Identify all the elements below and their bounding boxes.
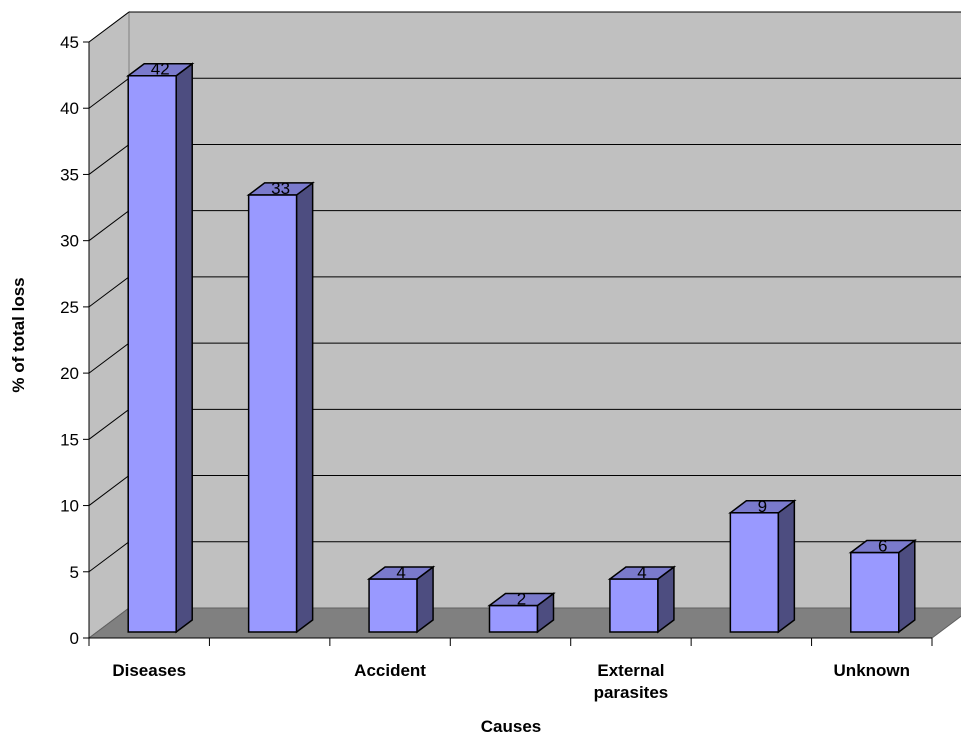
gridline-side: [88, 342, 130, 374]
data-label: 6: [878, 537, 887, 556]
data-label: 9: [758, 497, 767, 516]
side-wall: [88, 11, 130, 639]
data-label: 4: [396, 563, 405, 582]
gridline-side: [88, 276, 130, 308]
bar-front: [609, 578, 659, 633]
bar-top: [848, 539, 918, 554]
y-tick-label: 10: [60, 497, 79, 516]
bar-front: [127, 74, 177, 633]
gridline-side: [88, 144, 130, 175]
axes: [83, 41, 933, 646]
bar-front: [247, 194, 298, 633]
bar-front: [488, 604, 539, 633]
bar-side: [175, 62, 193, 634]
category-label: Diseases: [112, 661, 186, 680]
bar-top: [366, 566, 436, 580]
bar-front: [850, 551, 900, 633]
bar-top: [607, 566, 677, 580]
bar-top: [728, 500, 797, 514]
bar-top: [125, 62, 195, 77]
bar: [487, 592, 556, 634]
bar: [848, 539, 918, 634]
y-tick-label: 45: [60, 33, 79, 52]
gridline-side: [88, 11, 130, 43]
bar-top: [487, 592, 556, 607]
category-label: parasites: [594, 683, 669, 702]
category-label: External: [597, 661, 664, 680]
bar-top: [246, 182, 315, 196]
gridline-side: [88, 77, 130, 109]
bar-side: [898, 539, 916, 634]
category-label: Unknown: [834, 661, 911, 680]
y-tick-label: 35: [60, 165, 79, 184]
y-tick-label: 40: [60, 99, 79, 118]
data-label: 33: [271, 179, 290, 198]
data-label: 2: [517, 590, 526, 609]
gridline-side: [88, 475, 130, 506]
gridline-side: [88, 408, 130, 440]
x-axis-title: Causes: [481, 717, 541, 736]
y-tick-label: 30: [60, 232, 79, 251]
bar: [246, 181, 315, 634]
bar: [728, 499, 797, 634]
chart-walls: [87, 11, 961, 639]
bar-side: [295, 181, 314, 634]
y-tick-label: 0: [70, 629, 79, 648]
y-axis-title: % of total loss: [9, 277, 28, 392]
y-tick-label: 20: [60, 364, 79, 383]
data-label: 4: [637, 563, 646, 582]
bar-front: [729, 512, 780, 633]
gridline-side: [88, 541, 130, 573]
bar-front: [368, 578, 418, 633]
bar: [366, 565, 436, 634]
y-tick-label: 25: [60, 298, 79, 317]
category-label: Accident: [354, 661, 426, 680]
bars: [125, 62, 918, 634]
y-tick-label: 5: [70, 563, 79, 582]
bar: [607, 565, 677, 634]
gridline-side: [88, 210, 130, 242]
y-tick-label: 15: [60, 430, 79, 449]
bar-side: [777, 499, 796, 634]
data-label: 42: [151, 60, 170, 79]
bar: [125, 62, 195, 634]
